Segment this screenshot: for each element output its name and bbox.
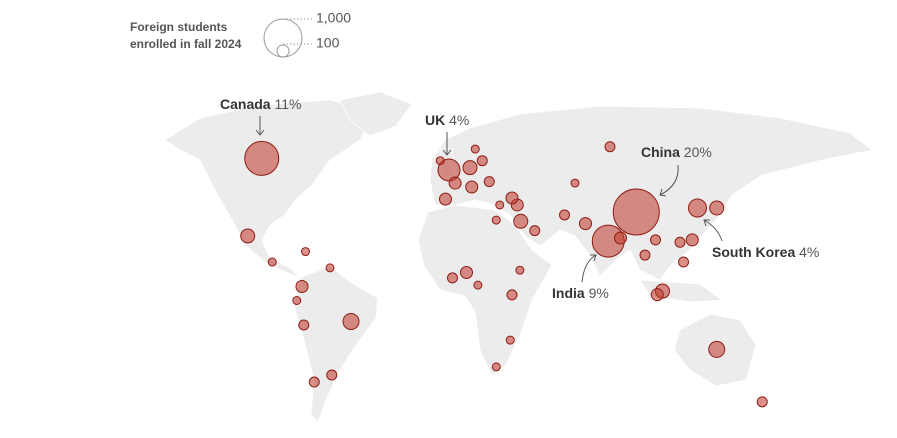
bubble xyxy=(678,256,689,268)
country-name: India xyxy=(552,285,585,301)
share: 9% xyxy=(589,285,609,301)
bubble xyxy=(650,288,664,302)
bubble xyxy=(476,155,488,167)
bubble xyxy=(578,217,593,231)
legend-circle xyxy=(263,18,303,58)
bubble xyxy=(604,141,616,153)
bubble xyxy=(685,233,699,247)
country-name: South Korea xyxy=(712,244,795,260)
bubble xyxy=(688,198,707,218)
legend-title: Foreign students xyxy=(130,20,228,34)
bubble xyxy=(495,200,505,210)
bubble xyxy=(505,191,519,205)
share: 4% xyxy=(799,244,819,260)
annotation: Canada 11% xyxy=(220,96,301,112)
land xyxy=(339,91,413,137)
bubble xyxy=(267,257,277,267)
legend-label: 1,000 xyxy=(316,10,351,26)
bubble xyxy=(491,362,501,372)
bubble xyxy=(709,200,725,216)
bubble xyxy=(613,231,628,245)
bubble xyxy=(470,144,480,154)
bubble xyxy=(342,312,360,330)
share: 11% xyxy=(274,96,301,112)
bubble xyxy=(292,296,302,305)
bubble xyxy=(559,209,570,221)
legend-circle xyxy=(276,44,290,58)
bubble xyxy=(708,340,726,358)
land xyxy=(164,99,376,279)
bubble xyxy=(491,215,501,225)
bubble xyxy=(301,247,310,257)
bubble xyxy=(529,225,541,237)
annotation: South Korea 4% xyxy=(712,244,819,260)
base-map xyxy=(164,91,873,423)
arrow xyxy=(659,164,679,197)
bubble xyxy=(435,156,445,166)
country-name: UK xyxy=(425,112,445,128)
bubble xyxy=(447,272,458,284)
bubble xyxy=(438,192,453,206)
share: 20% xyxy=(684,144,712,160)
bubble xyxy=(515,265,525,275)
bubble xyxy=(244,140,280,176)
legend: Foreign students enrolled in fall 2024 1… xyxy=(130,10,351,58)
bubble xyxy=(459,266,474,280)
bubble xyxy=(756,396,768,408)
bubble xyxy=(295,280,309,294)
arrow xyxy=(255,116,265,136)
bubble xyxy=(473,280,483,290)
legend-title: enrolled in fall 2024 xyxy=(130,37,242,51)
bubble xyxy=(650,234,661,246)
bubble xyxy=(513,213,529,229)
arrow xyxy=(581,254,597,283)
land xyxy=(417,204,553,377)
annotations: Canada 11% UK 4% China 20% India 9% Sout… xyxy=(220,96,819,301)
legend-label: 100 xyxy=(316,35,340,51)
bubble xyxy=(465,180,479,194)
bubble xyxy=(483,176,495,188)
bubble xyxy=(448,176,462,190)
bubble xyxy=(308,376,320,388)
annotation: UK 4% xyxy=(425,112,469,128)
bubbles xyxy=(240,140,768,408)
bubble xyxy=(506,289,518,301)
annotation: China 20% xyxy=(641,144,712,160)
bubble xyxy=(674,236,686,248)
share: 4% xyxy=(449,112,469,128)
bubble xyxy=(612,188,660,236)
bubble xyxy=(240,228,256,244)
legend-sizes: 1,000 100 xyxy=(263,10,351,58)
bubble xyxy=(505,335,515,345)
bubble xyxy=(326,369,338,381)
bubble xyxy=(570,178,580,188)
bubble xyxy=(325,263,335,273)
bubble xyxy=(639,249,651,261)
arrow xyxy=(442,132,452,156)
bubble xyxy=(298,319,310,331)
bubble xyxy=(462,160,478,176)
annotation: India 9% xyxy=(552,285,609,301)
country-name: Canada xyxy=(220,96,271,112)
country-name: China xyxy=(641,144,680,160)
arrow xyxy=(703,219,723,242)
